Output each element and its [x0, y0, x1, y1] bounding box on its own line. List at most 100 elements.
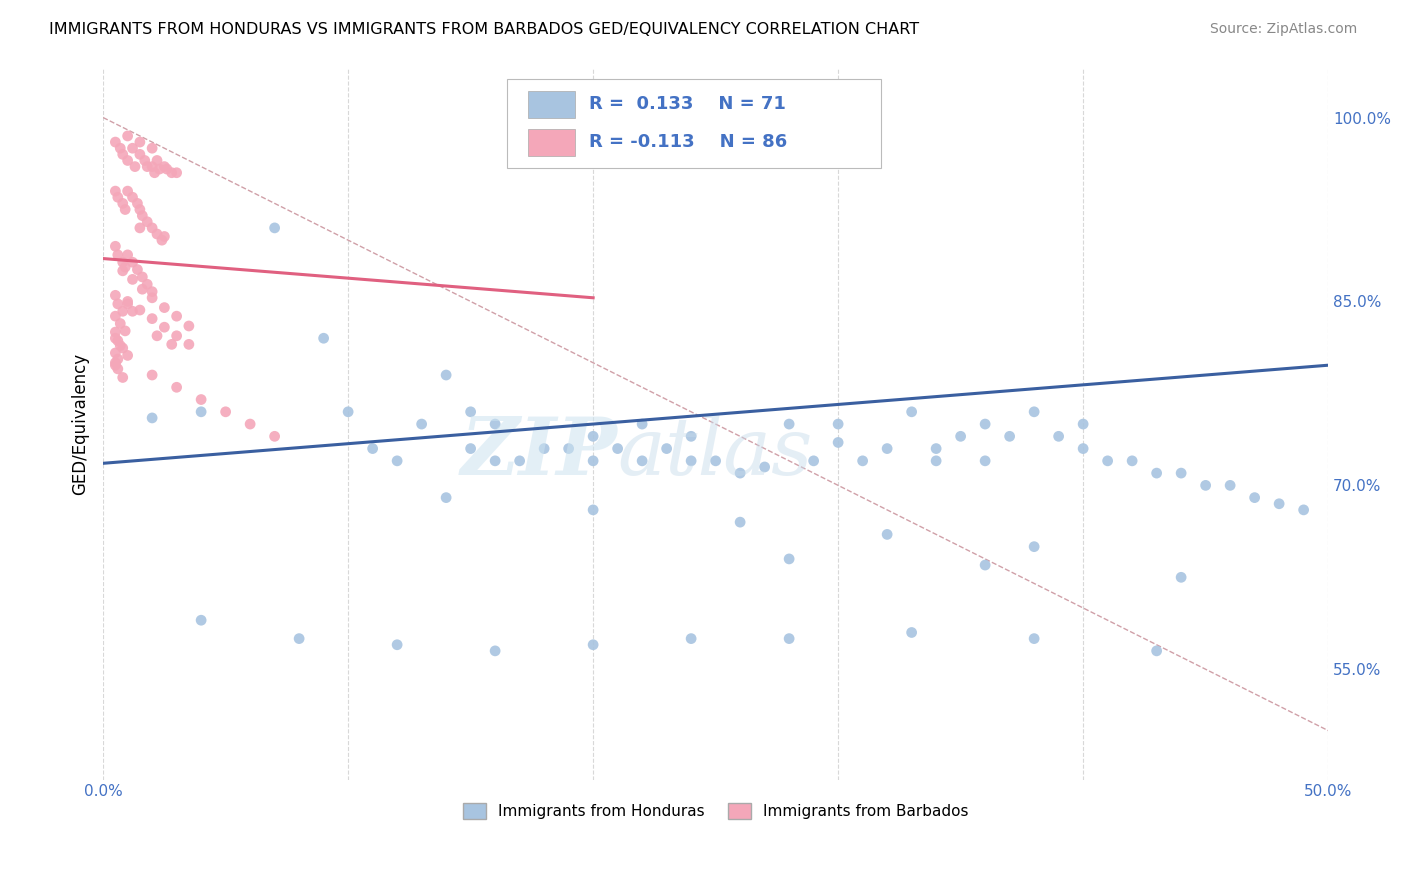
- Point: [128, 220, 150, 235]
- Point: [121, 141, 143, 155]
- Point: [1292, 503, 1315, 517]
- Point: [141, 311, 163, 326]
- Point: [288, 632, 311, 646]
- Point: [104, 135, 127, 149]
- Point: [136, 277, 159, 292]
- Point: [104, 184, 127, 198]
- Point: [110, 141, 132, 155]
- Point: [631, 417, 654, 431]
- Point: [114, 202, 136, 217]
- Point: [153, 320, 176, 334]
- Point: [263, 429, 285, 443]
- Text: Source: ZipAtlas.com: Source: ZipAtlas.com: [1209, 22, 1357, 37]
- Point: [148, 162, 170, 177]
- Point: [110, 317, 132, 331]
- Point: [1097, 454, 1119, 468]
- Point: [153, 160, 176, 174]
- Point: [156, 162, 179, 177]
- Point: [128, 303, 150, 318]
- Point: [153, 301, 176, 315]
- Point: [104, 356, 127, 370]
- Point: [1024, 632, 1046, 646]
- Point: [141, 411, 163, 425]
- Point: [728, 466, 751, 480]
- Text: atlas: atlas: [617, 414, 813, 491]
- Point: [385, 454, 408, 468]
- Point: [852, 454, 875, 468]
- Point: [1194, 478, 1216, 492]
- Point: [117, 248, 139, 262]
- Point: [153, 229, 176, 244]
- Point: [131, 282, 153, 296]
- Point: [681, 454, 703, 468]
- Point: [111, 304, 134, 318]
- Point: [876, 527, 898, 541]
- Point: [998, 429, 1021, 443]
- Point: [484, 454, 506, 468]
- Point: [1024, 405, 1046, 419]
- Point: [925, 454, 948, 468]
- Point: [128, 135, 150, 149]
- Point: [160, 337, 183, 351]
- Point: [1121, 454, 1143, 468]
- Point: [974, 454, 997, 468]
- Point: [107, 362, 129, 376]
- Point: [1071, 442, 1094, 456]
- Point: [166, 328, 188, 343]
- Point: [533, 442, 555, 456]
- Point: [876, 442, 898, 456]
- Point: [141, 141, 163, 155]
- Point: [704, 454, 727, 468]
- Point: [974, 558, 997, 572]
- Point: [114, 324, 136, 338]
- Point: [134, 153, 156, 168]
- Point: [131, 269, 153, 284]
- Point: [900, 405, 922, 419]
- Point: [190, 613, 212, 627]
- Text: ZIP: ZIP: [461, 414, 617, 491]
- Point: [778, 632, 800, 646]
- Point: [460, 442, 482, 456]
- Point: [117, 153, 139, 168]
- Point: [146, 153, 169, 168]
- Point: [177, 337, 200, 351]
- Point: [411, 417, 433, 431]
- Point: [1146, 466, 1168, 480]
- Point: [128, 147, 150, 161]
- Point: [121, 255, 143, 269]
- Point: [107, 248, 129, 262]
- Bar: [529, 91, 575, 119]
- Point: [160, 166, 183, 180]
- Point: [143, 166, 166, 180]
- Point: [1024, 540, 1046, 554]
- Point: [190, 405, 212, 419]
- Bar: [529, 129, 575, 156]
- Point: [803, 454, 825, 468]
- Point: [582, 638, 605, 652]
- Point: [827, 417, 849, 431]
- Point: [107, 190, 129, 204]
- Point: [166, 380, 188, 394]
- Point: [312, 331, 335, 345]
- Point: [681, 632, 703, 646]
- Point: [121, 304, 143, 318]
- Point: [124, 160, 146, 174]
- Point: [114, 260, 136, 274]
- Point: [121, 272, 143, 286]
- Point: [150, 233, 173, 247]
- Point: [104, 331, 127, 345]
- Point: [146, 328, 169, 343]
- Point: [107, 297, 129, 311]
- Point: [681, 429, 703, 443]
- Point: [1146, 644, 1168, 658]
- Point: [509, 454, 531, 468]
- Point: [974, 417, 997, 431]
- Point: [778, 552, 800, 566]
- Point: [111, 196, 134, 211]
- Text: R =  0.133    N = 71: R = 0.133 N = 71: [589, 95, 786, 113]
- Point: [239, 417, 262, 431]
- Point: [127, 196, 149, 211]
- Point: [128, 202, 150, 217]
- Point: [117, 128, 139, 143]
- Y-axis label: GED/Equivalency: GED/Equivalency: [72, 353, 89, 495]
